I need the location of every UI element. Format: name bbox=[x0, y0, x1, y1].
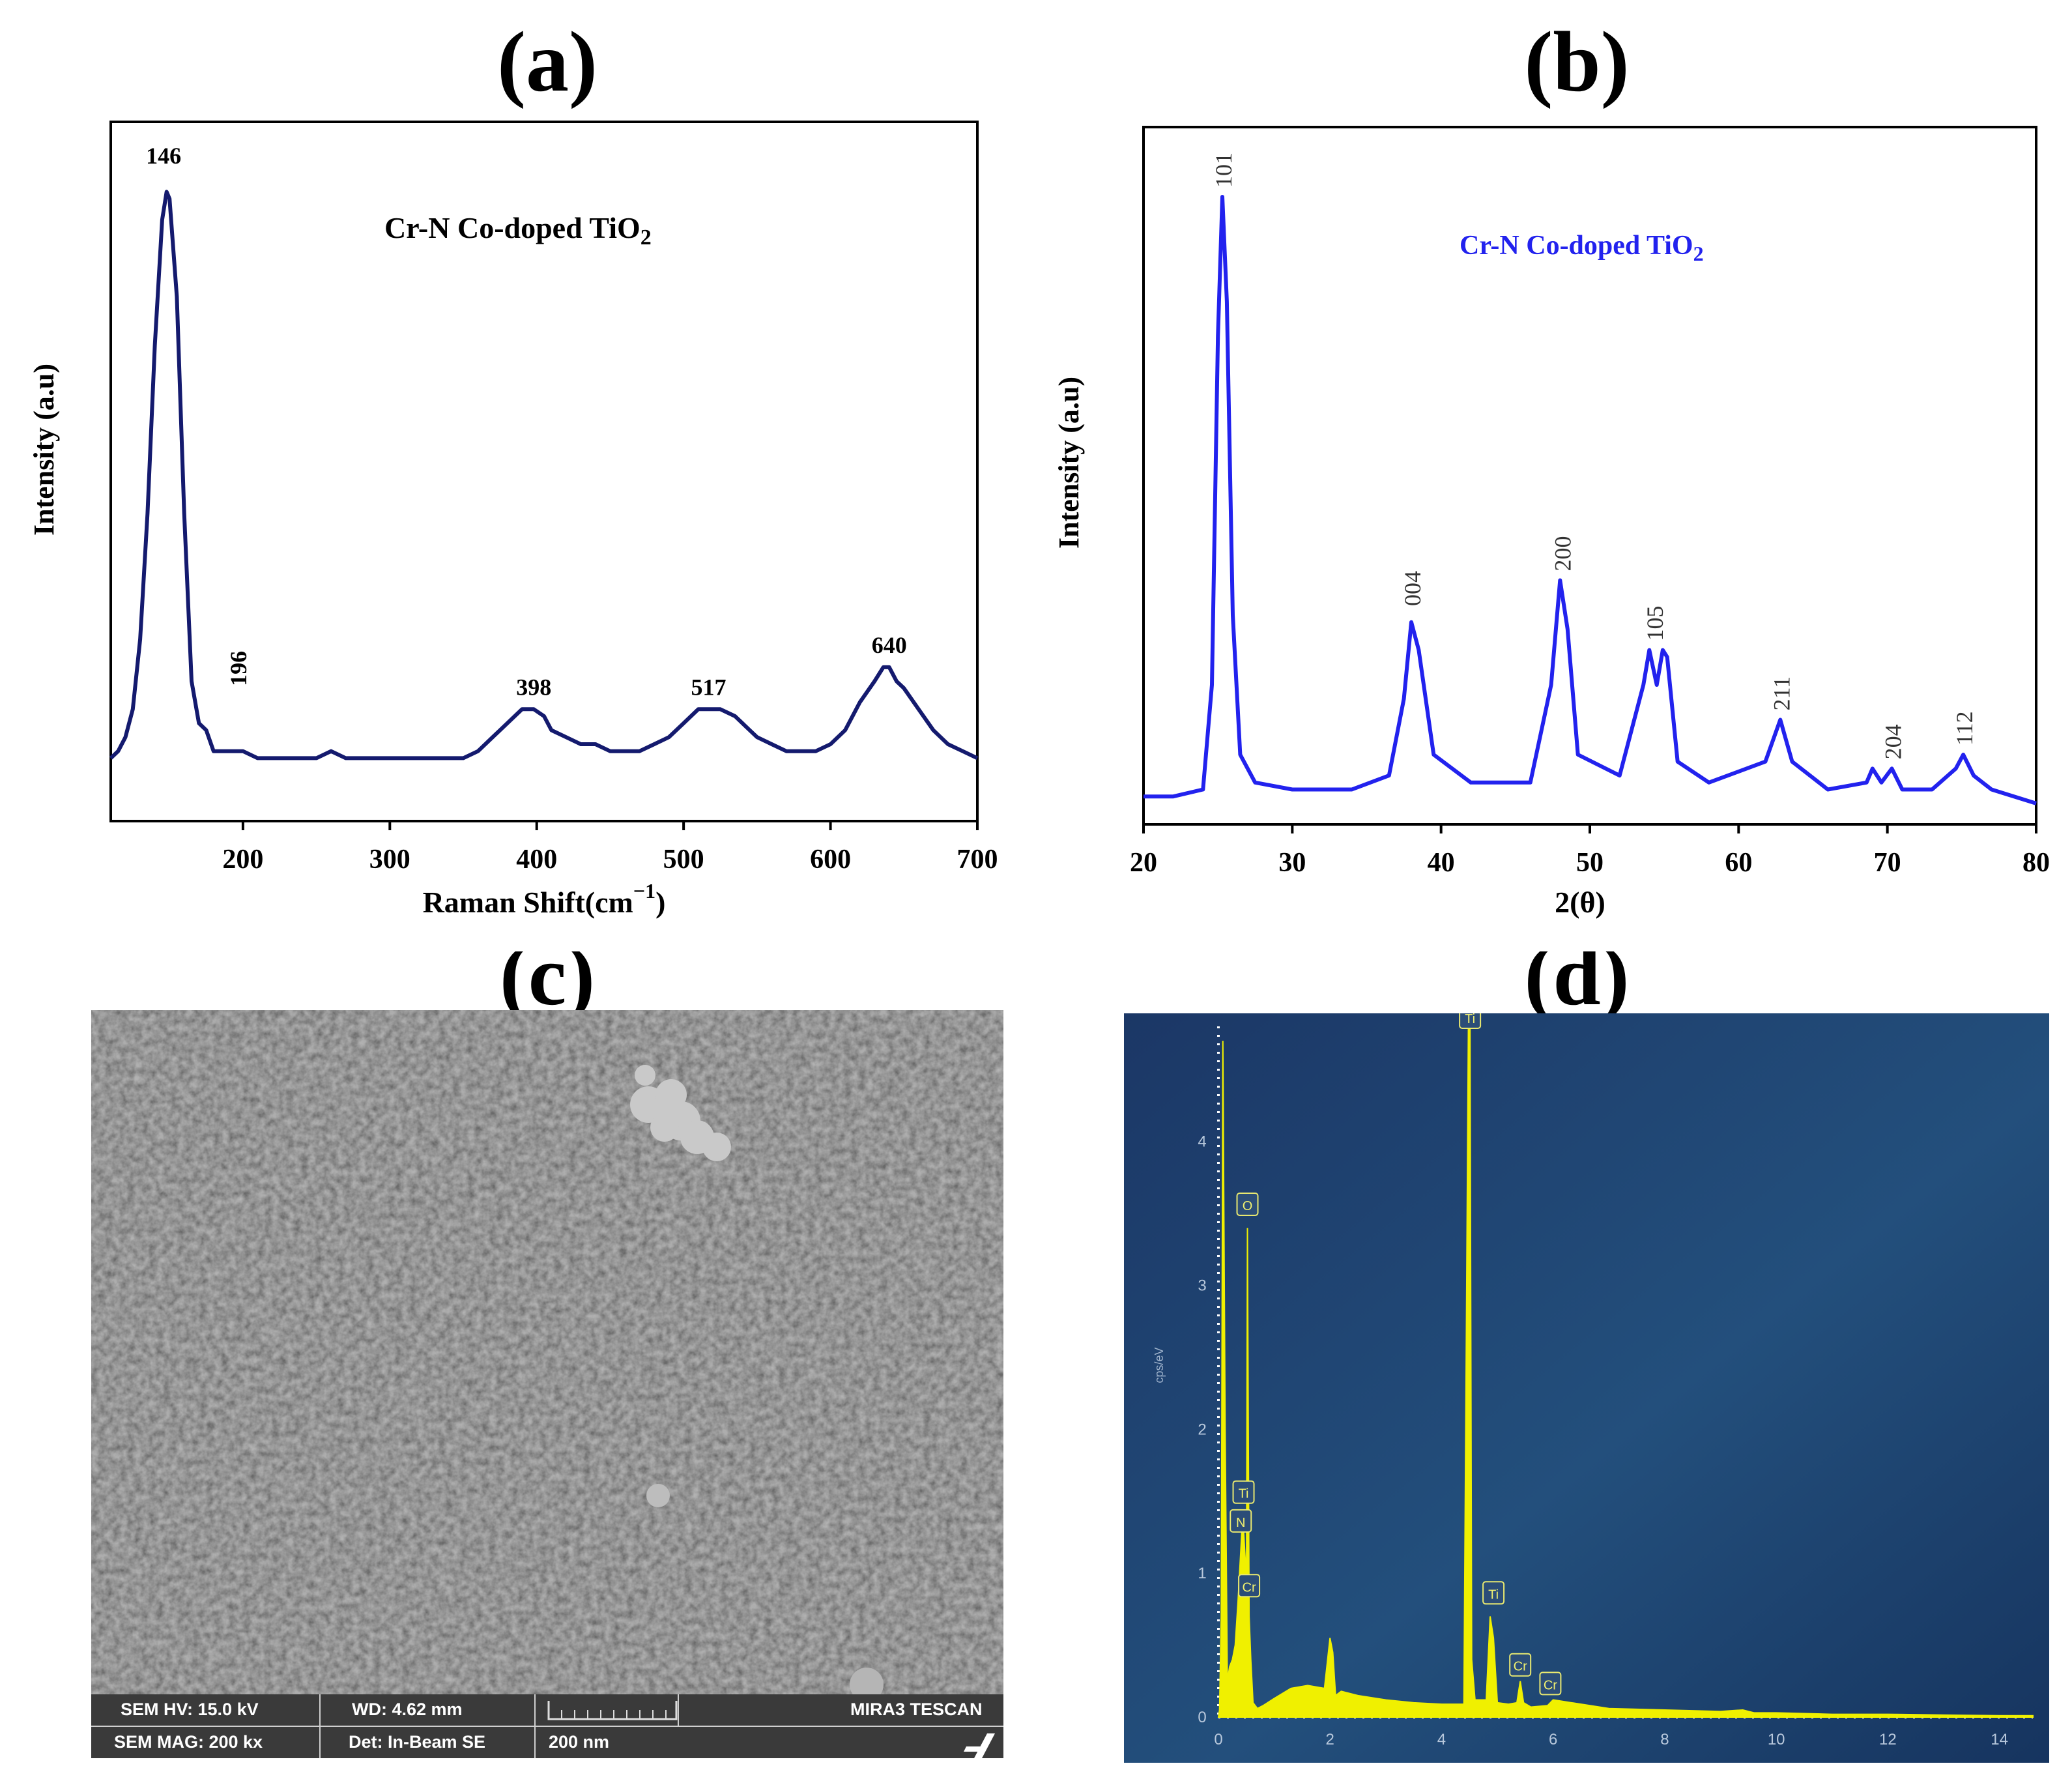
eds-y-tick-label: 0 bbox=[1198, 1709, 1206, 1726]
eds-y-tick-label: 3 bbox=[1198, 1277, 1206, 1295]
x-tick-label: 40 bbox=[1428, 848, 1455, 878]
eds-x-tick-label: 2 bbox=[1326, 1731, 1334, 1748]
xrd-chart: 20 30 40 50 60 70 80 101 004 200 105 211 204 112 Cr-… bbox=[1049, 111, 2072, 951]
x-tick-label: 20 bbox=[1130, 848, 1157, 878]
eds-element-label: O bbox=[1236, 1193, 1259, 1217]
raman-chart-title: Cr-N Co-doped TiO2 bbox=[384, 211, 652, 250]
eds-element-label: Ti bbox=[1482, 1581, 1505, 1605]
xrd-y-axis-label: Intensity (a.u) bbox=[1053, 377, 1085, 549]
svg-text:O: O bbox=[1243, 1199, 1253, 1213]
sem-wd-text: WD: 4.62 mm bbox=[352, 1700, 463, 1719]
svg-text:Ti: Ti bbox=[1465, 1013, 1475, 1026]
eds-y-axis-label: cps/eV bbox=[1153, 1347, 1166, 1383]
tescan-logo-icon bbox=[964, 1733, 995, 1758]
peak-label: 640 bbox=[872, 632, 907, 658]
raman-plot-frame bbox=[109, 121, 979, 822]
panel-a-title: (a) bbox=[497, 14, 597, 109]
eds-element-label: Ti bbox=[1232, 1480, 1255, 1504]
sem-hv-text: SEM HV: 15.0 kV bbox=[121, 1700, 259, 1719]
peak-label: 398 bbox=[516, 674, 551, 700]
eds-element-label: Cr bbox=[1238, 1574, 1261, 1598]
x-tick-label: 400 bbox=[516, 845, 557, 875]
x-tick-label: 30 bbox=[1278, 848, 1306, 878]
sem-mag-text: SEM MAG: 200 kx bbox=[114, 1732, 263, 1752]
raman-chart: 200 300 400 500 600 700 146 196 398 517 640 Cr-N … bbox=[13, 111, 1029, 951]
xrd-chart-title: Cr-N Co-doped TiO2 bbox=[1460, 231, 1704, 265]
sem-info-bar: SEM HV: 15.0 kV WD: 4.62 mm MIRA3 TESCAN… bbox=[91, 1694, 1003, 1758]
peak-label: 200 bbox=[1550, 536, 1576, 572]
raman-x-axis-label: Raman Shift(cm−1) bbox=[423, 879, 666, 919]
svg-text:Cr: Cr bbox=[1243, 1580, 1256, 1595]
xrd-x-axis-label: 2(θ) bbox=[1555, 886, 1605, 919]
eds-x-tick-label: 8 bbox=[1660, 1731, 1669, 1748]
x-tick-label: 200 bbox=[222, 845, 263, 875]
eds-element-label: N bbox=[1230, 1509, 1252, 1533]
sem-scale-text: 200 nm bbox=[549, 1732, 610, 1752]
x-tick-label: 50 bbox=[1576, 848, 1604, 878]
x-tick-label: 80 bbox=[2022, 848, 2050, 878]
eds-x-tick-label: 0 bbox=[1214, 1731, 1222, 1748]
peak-label: 211 bbox=[1768, 676, 1794, 711]
sem-det-text: Det: In-Beam SE bbox=[349, 1732, 486, 1752]
eds-element-label: Ti bbox=[1459, 1013, 1482, 1029]
svg-text:Ti: Ti bbox=[1239, 1487, 1249, 1501]
peak-label: 101 bbox=[1211, 152, 1237, 188]
eds-x-tick-label: 10 bbox=[1768, 1731, 1785, 1748]
peak-label: 196 bbox=[225, 651, 252, 686]
eds-x-tick-label: 4 bbox=[1437, 1731, 1446, 1748]
svg-text:Ti: Ti bbox=[1488, 1587, 1499, 1602]
x-tick-label: 500 bbox=[663, 845, 704, 875]
eds-y-tick-label: 1 bbox=[1198, 1565, 1206, 1582]
sem-scale-bar bbox=[547, 1701, 678, 1720]
sem-brand-text: MIRA3 TESCAN bbox=[850, 1700, 983, 1719]
x-tick-label: 70 bbox=[1874, 848, 1901, 878]
x-tick-label: 60 bbox=[1725, 848, 1752, 878]
svg-text:Cr: Cr bbox=[1514, 1660, 1527, 1674]
raman-series-line bbox=[109, 190, 979, 760]
eds-y-tick-label: 2 bbox=[1198, 1421, 1206, 1438]
x-tick-label: 600 bbox=[810, 845, 851, 875]
eds-element-label: Cr bbox=[1539, 1672, 1562, 1696]
peak-label: 112 bbox=[1951, 711, 1978, 746]
eds-x-tick-label: 6 bbox=[1549, 1731, 1557, 1748]
sem-particle bbox=[646, 1484, 670, 1507]
peak-label: 204 bbox=[1880, 724, 1907, 759]
panel-b-title: (b) bbox=[1524, 14, 1630, 109]
eds-y-tick-label: 4 bbox=[1198, 1133, 1206, 1151]
x-tick-label: 700 bbox=[957, 845, 998, 875]
eds-element-label: Cr bbox=[1509, 1653, 1532, 1677]
svg-text:Cr: Cr bbox=[1544, 1678, 1557, 1692]
sem-image bbox=[91, 1010, 1003, 1694]
sem-particle bbox=[850, 1668, 884, 1694]
raman-y-axis-label: Intensity (a.u) bbox=[28, 364, 60, 536]
peak-label: 517 bbox=[691, 674, 726, 700]
svg-text:N: N bbox=[1236, 1516, 1245, 1530]
peak-label: 105 bbox=[1642, 606, 1668, 641]
peak-label: 146 bbox=[146, 143, 181, 169]
eds-x-tick-label: 12 bbox=[1879, 1731, 1897, 1748]
eds-background bbox=[1124, 1013, 2049, 1763]
xrd-series-line bbox=[1144, 195, 2037, 805]
peak-label: 004 bbox=[1400, 571, 1426, 606]
sem-particle-cluster bbox=[630, 1065, 731, 1161]
x-tick-label: 300 bbox=[369, 845, 410, 875]
eds-x-tick-label: 14 bbox=[1991, 1731, 2008, 1748]
